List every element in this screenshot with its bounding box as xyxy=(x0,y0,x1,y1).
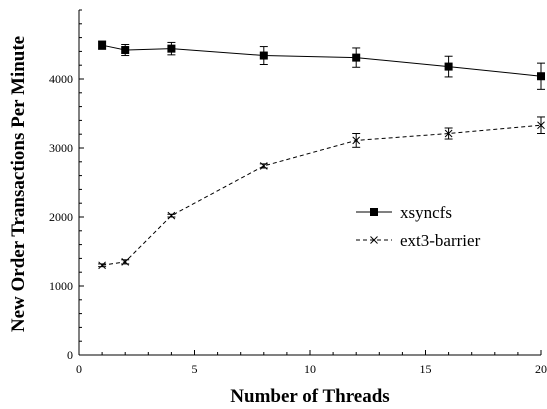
legend-item: ext3-barrier xyxy=(356,231,481,250)
y-tick-label: 0 xyxy=(67,348,73,362)
x-tick-label: 0 xyxy=(76,362,82,376)
data-point xyxy=(98,41,107,50)
x-tick-label: 5 xyxy=(192,362,198,376)
series-layer xyxy=(98,40,545,270)
data-point xyxy=(444,62,453,71)
marker-stroke xyxy=(370,236,378,244)
y-tick-label: 3000 xyxy=(49,141,73,155)
data-point xyxy=(167,211,176,220)
x-tick-label: 15 xyxy=(420,362,432,376)
marker-stroke xyxy=(444,129,453,138)
y-axis-title: New Order Transactions Per Minute xyxy=(8,36,29,332)
data-point xyxy=(167,44,176,53)
y-tick-label: 2000 xyxy=(49,210,73,224)
legend-item: xsyncfs xyxy=(356,203,452,222)
data-point xyxy=(352,53,361,62)
legend-marker xyxy=(370,208,378,216)
marker-stroke xyxy=(167,211,176,220)
legend-label: xsyncfs xyxy=(400,203,452,222)
x-axis-title: Number of Threads xyxy=(230,386,389,407)
axes: 0 5 10 15 20 0 1000 2000 3000 4000 xyxy=(49,9,547,376)
marker-stroke xyxy=(121,257,130,266)
legend-label: ext3-barrier xyxy=(400,231,481,250)
marker-stroke xyxy=(98,261,106,270)
y-tick-label: 1000 xyxy=(49,279,73,293)
data-point xyxy=(121,257,130,266)
data-point xyxy=(259,162,268,170)
data-point xyxy=(98,261,106,270)
data-point xyxy=(537,121,545,130)
legend: xsyncfs ext3-barrier xyxy=(356,203,481,250)
data-point xyxy=(444,129,453,138)
y-tick-label: 4000 xyxy=(49,72,73,86)
marker-stroke xyxy=(537,121,545,130)
data-point xyxy=(259,51,268,60)
series-xsyncfs xyxy=(98,40,545,90)
data-point xyxy=(537,72,545,81)
marker-stroke xyxy=(352,136,361,145)
marker-stroke xyxy=(259,162,268,170)
x-tick-label: 20 xyxy=(535,362,547,376)
legend-marker xyxy=(370,236,378,244)
data-point xyxy=(352,136,361,145)
x-tick-label: 10 xyxy=(304,362,316,376)
data-point xyxy=(121,46,130,55)
series-ext3-barrier xyxy=(98,116,545,270)
